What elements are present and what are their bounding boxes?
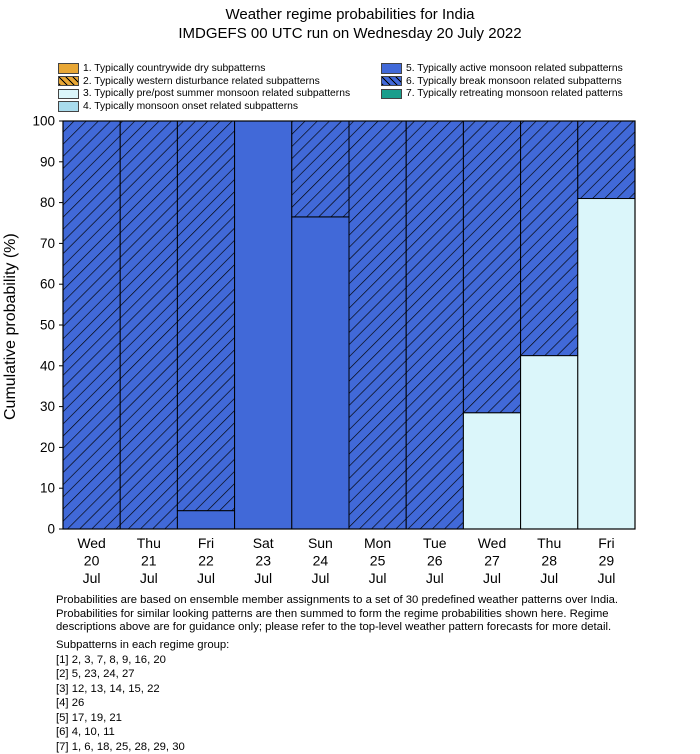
svg-text:Jul: Jul (426, 570, 444, 586)
svg-text:10: 10 (40, 481, 55, 496)
svg-text:21: 21 (141, 553, 157, 569)
svg-text:Thu: Thu (537, 535, 561, 551)
svg-text:Wed: Wed (77, 535, 106, 551)
svg-text:20: 20 (84, 553, 100, 569)
svg-text:80: 80 (40, 195, 55, 210)
svg-text:Thu: Thu (137, 535, 161, 551)
svg-text:Wed: Wed (478, 535, 507, 551)
svg-text:Fri: Fri (598, 535, 614, 551)
svg-text:Jul: Jul (83, 570, 101, 586)
svg-text:Jul: Jul (540, 570, 558, 586)
svg-text:50: 50 (40, 318, 55, 333)
svg-text:Sun: Sun (308, 535, 333, 551)
svg-text:30: 30 (40, 399, 55, 414)
svg-text:Jul: Jul (369, 570, 387, 586)
svg-text:Jul: Jul (254, 570, 272, 586)
svg-text:Tue: Tue (423, 535, 447, 551)
svg-text:22: 22 (198, 553, 214, 569)
svg-text:27: 27 (484, 553, 500, 569)
svg-text:24: 24 (313, 553, 329, 569)
svg-text:Jul: Jul (197, 570, 215, 586)
svg-text:90: 90 (40, 154, 55, 169)
svg-text:20: 20 (40, 440, 55, 455)
svg-text:Jul: Jul (311, 570, 329, 586)
svg-text:Jul: Jul (483, 570, 501, 586)
svg-text:Sat: Sat (253, 535, 274, 551)
svg-text:60: 60 (40, 277, 55, 292)
svg-text:Fri: Fri (198, 535, 214, 551)
svg-text:Jul: Jul (597, 570, 615, 586)
svg-text:Mon: Mon (364, 535, 391, 551)
svg-text:70: 70 (40, 236, 55, 251)
svg-text:40: 40 (40, 358, 55, 373)
svg-text:25: 25 (370, 553, 386, 569)
svg-text:29: 29 (599, 553, 615, 569)
svg-text:23: 23 (255, 553, 271, 569)
svg-text:0: 0 (47, 522, 55, 537)
svg-text:28: 28 (541, 553, 557, 569)
svg-text:100: 100 (32, 114, 55, 129)
svg-text:26: 26 (427, 553, 443, 569)
svg-text:Jul: Jul (140, 570, 158, 586)
